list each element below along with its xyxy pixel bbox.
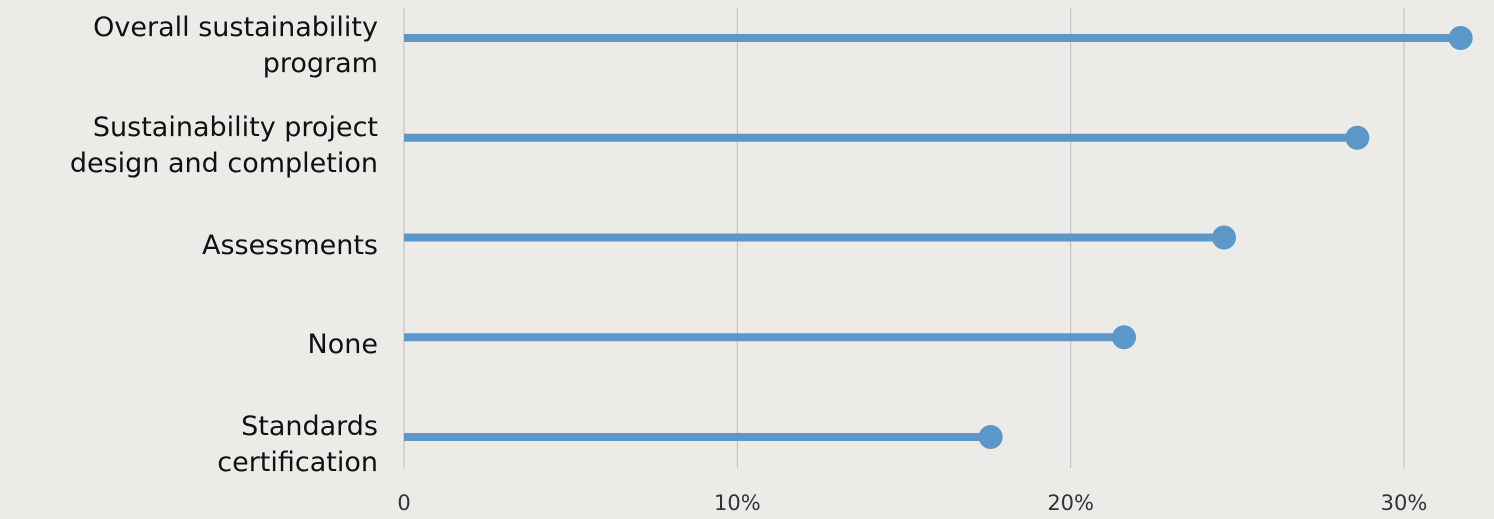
category-label: Standards certification [217, 411, 378, 478]
dot [1448, 26, 1473, 50]
dot [978, 425, 1003, 449]
category-label: None [307, 329, 378, 361]
x-tick-label: 10% [714, 491, 761, 515]
category-label: Assessments [201, 229, 378, 261]
x-tick-label: 20% [1047, 491, 1094, 515]
category-label: Overall sustainability program [93, 12, 378, 79]
dot [1345, 125, 1370, 150]
category-label: Sustainability project design and comple… [69, 111, 378, 179]
x-tick-label: 0 [397, 491, 410, 515]
dot [1212, 225, 1236, 250]
dot [1112, 325, 1136, 350]
x-tick-label: 30% [1381, 491, 1428, 515]
